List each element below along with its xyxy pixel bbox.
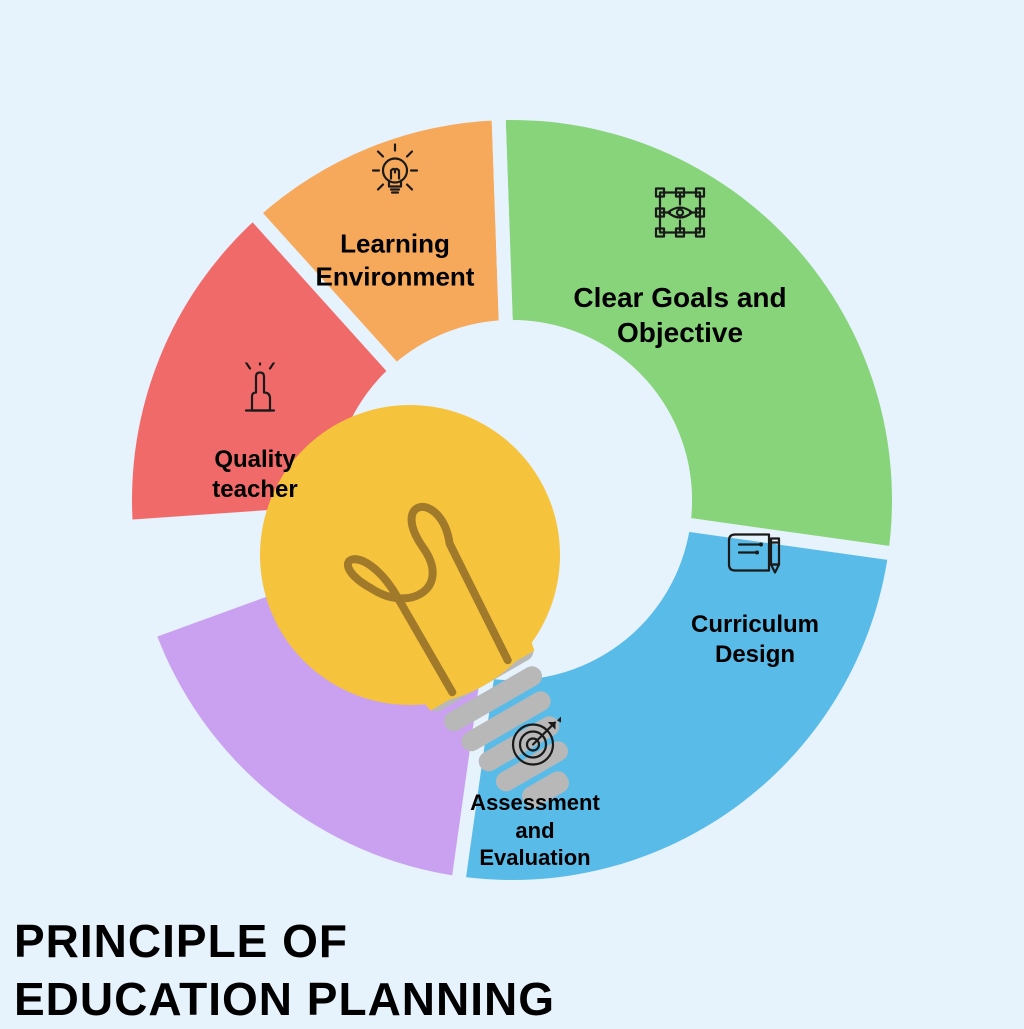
bulb-small-icon [365, 143, 425, 208]
blueprint-icon [725, 523, 785, 588]
label-assessment: AssessmentandEvaluation [470, 789, 600, 872]
hand-icon [230, 363, 290, 428]
label-curriculum: CurriculumDesign [691, 610, 819, 670]
target-icon [505, 713, 565, 778]
label-learning-env: LearningEnvironment [316, 228, 475, 293]
focus-icon [650, 183, 710, 248]
main-title-line2: EDUCATION PLANNING [14, 972, 555, 1026]
label-clear-goals: Clear Goals andObjective [573, 280, 786, 350]
main-title-line1: PRINCIPLE OF [14, 914, 348, 968]
education-planning-diagram: Clear Goals andObjective CurriculumDesign… [0, 0, 1024, 1024]
label-quality-teacher: Qualityteacher [212, 445, 297, 505]
